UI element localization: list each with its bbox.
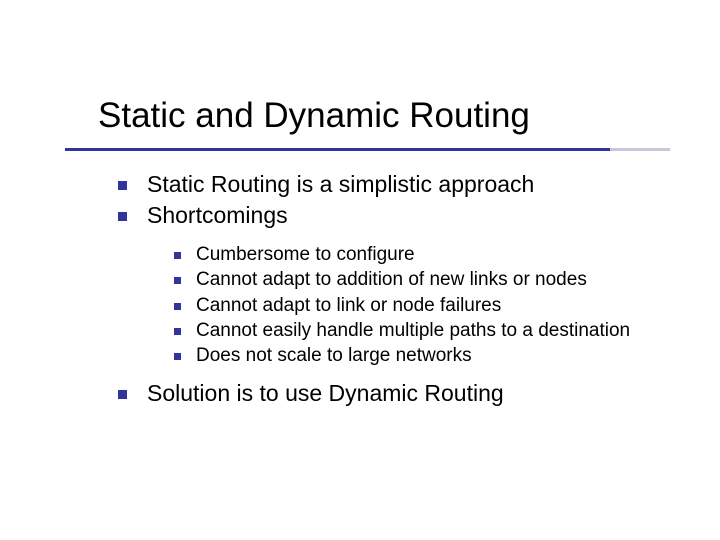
title-underline	[65, 148, 610, 151]
square-bullet-icon	[118, 212, 127, 221]
list-item-text: Solution is to use Dynamic Routing	[147, 379, 504, 408]
list-item-text: Cannot adapt to addition of new links or…	[196, 268, 587, 292]
list-item: Cannot adapt to addition of new links or…	[174, 268, 678, 292]
list-item-text: Cannot adapt to link or node failures	[196, 294, 501, 318]
square-bullet-icon	[118, 390, 127, 399]
list-item: Solution is to use Dynamic Routing	[118, 379, 678, 408]
spacer	[118, 233, 678, 243]
spacer	[118, 369, 678, 379]
list-item: Static Routing is a simplistic approach	[118, 170, 678, 199]
list-item-text: Shortcomings	[147, 201, 288, 230]
list-item: Cannot easily handle multiple paths to a…	[174, 319, 678, 343]
list-item-text: Cumbersome to configure	[196, 243, 415, 267]
square-bullet-icon	[174, 277, 181, 284]
list-item: Cannot adapt to link or node failures	[174, 294, 678, 318]
square-bullet-icon	[174, 353, 181, 360]
square-bullet-icon	[174, 328, 181, 335]
list-item-text: Static Routing is a simplistic approach	[147, 170, 534, 199]
title-wrap: Static and Dynamic Routing	[98, 96, 530, 136]
list-item: Does not scale to large networks	[174, 344, 678, 368]
square-bullet-icon	[118, 181, 127, 190]
list-item-text: Does not scale to large networks	[196, 344, 472, 368]
list-item: Shortcomings	[118, 201, 678, 230]
title-underline-tail	[610, 148, 670, 151]
square-bullet-icon	[174, 252, 181, 259]
square-bullet-icon	[174, 303, 181, 310]
slide: Static and Dynamic Routing Static Routin…	[0, 0, 720, 540]
slide-body: Static Routing is a simplistic approach …	[118, 170, 678, 411]
slide-title: Static and Dynamic Routing	[98, 96, 530, 136]
list-item-text: Cannot easily handle multiple paths to a…	[196, 319, 630, 343]
list-item: Cumbersome to configure	[174, 243, 678, 267]
